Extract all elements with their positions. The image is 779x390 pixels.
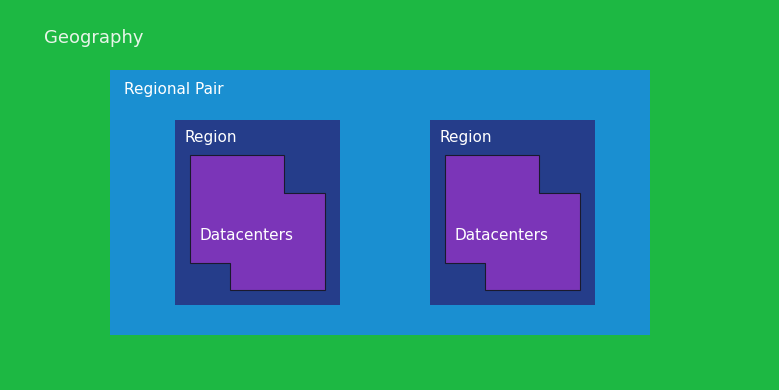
Text: Datacenters: Datacenters [199, 229, 294, 243]
Bar [110, 70, 650, 335]
Text: Geography: Geography [44, 29, 143, 47]
Bar [175, 120, 340, 305]
Text: Datacenters: Datacenters [455, 229, 548, 243]
Text: Region: Region [440, 130, 492, 145]
Bar [430, 120, 595, 305]
Text: Region: Region [185, 130, 238, 145]
Polygon shape [190, 155, 325, 290]
Text: Regional Pair: Regional Pair [124, 82, 224, 97]
Polygon shape [445, 155, 580, 290]
